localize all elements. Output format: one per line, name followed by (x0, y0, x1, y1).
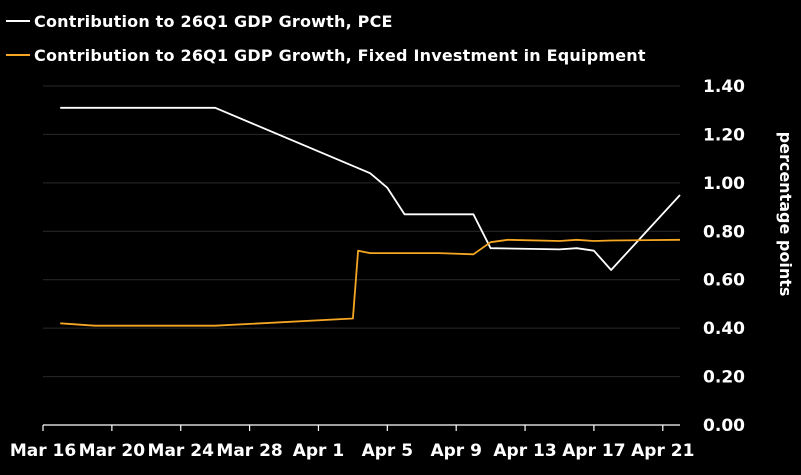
y-tick-label: 0.00 (703, 416, 745, 436)
y-tick-label: 1.00 (703, 174, 745, 194)
chart-legend: Contribution to 26Q1 GDP Growth, PCE Con… (6, 6, 646, 74)
legend-label-pce: Contribution to 26Q1 GDP Growth, PCE (34, 11, 393, 31)
y-tick-label: 1.40 (703, 77, 745, 97)
x-tick-label: Apr 13 (493, 441, 556, 461)
y-tick-label: 1.20 (703, 125, 745, 145)
x-tick-label: Apr 1 (293, 441, 344, 461)
x-tick-label: Apr 17 (562, 441, 625, 461)
x-tick-label: Mar 24 (148, 441, 215, 461)
x-tick-label: Apr 21 (631, 441, 694, 461)
y-tick-label: 0.40 (703, 319, 745, 339)
series-line-equipment[interactable] (60, 238, 681, 327)
legend-item-equipment[interactable]: Contribution to 26Q1 GDP Growth, Fixed I… (6, 40, 646, 70)
legend-item-pce[interactable]: Contribution to 26Q1 GDP Growth, PCE (6, 6, 646, 36)
x-tick-label: Apr 9 (430, 441, 481, 461)
x-tick-label: Mar 28 (216, 441, 282, 461)
y-tick-label: 0.80 (703, 222, 745, 242)
series-line-pce[interactable] (60, 106, 681, 271)
grid-lines (43, 85, 680, 378)
x-tick-label: Mar 16 (10, 441, 76, 461)
series-layer (60, 106, 681, 327)
x-tick-label: Apr 5 (362, 441, 413, 461)
y-tick-label: 0.60 (703, 271, 745, 291)
y-axis-label: percentage points (776, 132, 795, 297)
legend-swatch-pce (6, 20, 30, 22)
y-tick-label: 0.20 (703, 368, 745, 388)
legend-swatch-equipment (6, 54, 30, 56)
x-tick-label: Mar 20 (79, 441, 146, 461)
legend-label-equipment: Contribution to 26Q1 GDP Growth, Fixed I… (34, 45, 646, 65)
